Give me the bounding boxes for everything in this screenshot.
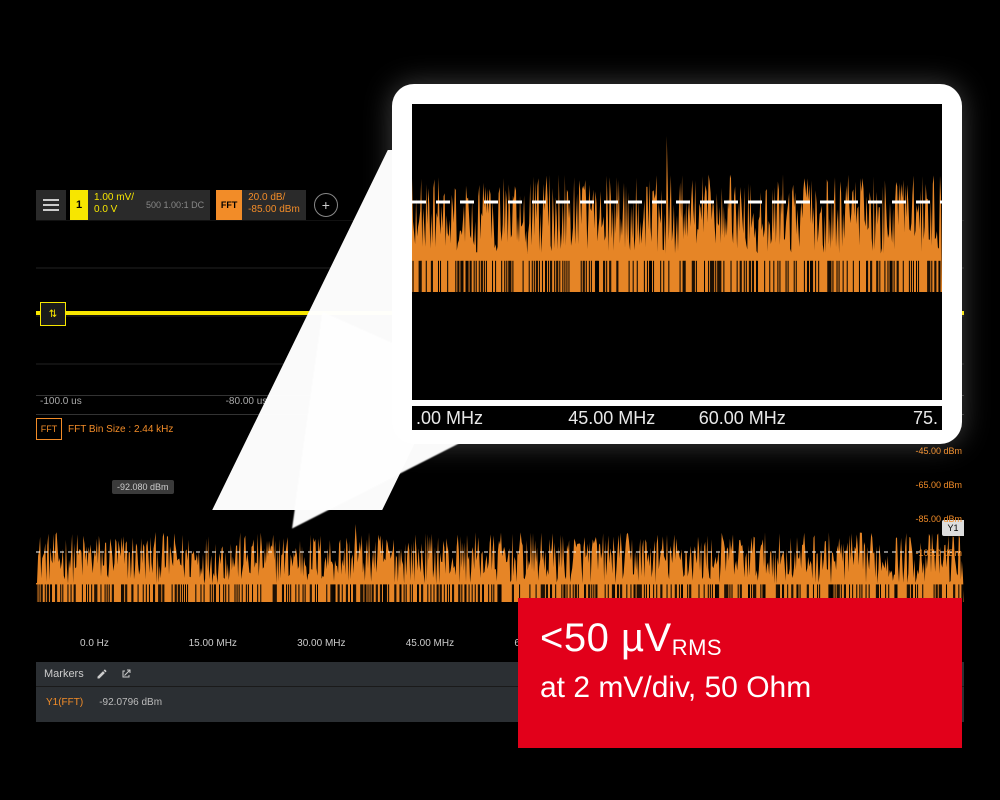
fft-scale: 20.0 dB/ — [248, 192, 300, 204]
menu-button[interactable] — [36, 190, 66, 220]
fft-header-tab[interactable]: FFT — [36, 418, 62, 440]
stage: 1 1.00 mV/ 0.0 V 500 1.00:1 DC FFT 20.0 … — [0, 0, 1000, 800]
channel-offset: 0.0 V — [94, 204, 134, 216]
time-tick: -100.0 us — [36, 396, 222, 414]
channel-info: 1.00 mV/ 0.0 V — [88, 190, 140, 220]
zoom-x-axis: .00 MHz 45.00 MHz 60.00 MHz 75. — [412, 406, 942, 430]
channel-1-chip[interactable]: 1 1.00 mV/ 0.0 V 500 1.00:1 DC — [70, 190, 210, 220]
fft-ref: -85.00 dBm — [248, 204, 300, 216]
fft-info: 20.0 dB/ -85.00 dBm — [242, 190, 306, 220]
zoom-x-tick: 60.00 MHz — [677, 408, 808, 429]
fft-x-tick: 45.00 MHz — [406, 638, 515, 654]
fft-y-labels: -45.00 dBm -65.00 dBm -85.00 dBm -105.0 … — [896, 444, 962, 580]
zoom-x-tick: 75. — [808, 408, 943, 429]
fft-bin-size: FFT Bin Size : 2.44 kHz — [68, 424, 173, 435]
channel-number: 1 — [70, 190, 88, 220]
zoom-x-tick: 45.00 MHz — [547, 408, 678, 429]
banner-line1: <50 µVRMS — [540, 616, 940, 661]
banner-line2: at 2 mV/div, 50 Ohm — [540, 671, 940, 705]
fft-x-tick: 15.00 MHz — [189, 638, 298, 654]
fft-y-tick: -85.00 dBm — [896, 512, 962, 546]
zoom-plot — [412, 104, 942, 400]
fft-x-tick: 30.00 MHz — [297, 638, 406, 654]
fft-y-tick: -45.00 dBm — [896, 444, 962, 478]
add-channel-button[interactable]: + — [314, 193, 338, 217]
channel-sub: 500 1.00:1 DC — [140, 190, 210, 220]
zoom-callout: .00 MHz 45.00 MHz 60.00 MHz 75. — [392, 84, 962, 444]
fft-x-tick: 0.0 Hz — [80, 638, 189, 654]
trigger-tab[interactable]: ⇅ — [40, 302, 66, 326]
fft-tag: FFT — [216, 190, 242, 220]
popout-icon[interactable] — [120, 668, 132, 680]
markers-tab[interactable]: Markers — [44, 668, 84, 680]
channel-scale: 1.00 mV/ — [94, 192, 134, 204]
marker-readout[interactable]: -92.080 dBm — [112, 480, 174, 494]
zoom-x-tick: .00 MHz — [412, 408, 547, 429]
marker-row-label: Y1(FFT) — [46, 697, 83, 708]
fft-chip[interactable]: FFT 20.0 dB/ -85.00 dBm — [216, 190, 306, 220]
marker-row-value: -92.0796 dBm — [99, 697, 162, 708]
edit-icon[interactable] — [96, 668, 108, 680]
fft-y-tick: -105.0 dBm — [896, 546, 962, 580]
fft-y-tick: -65.00 dBm — [896, 478, 962, 512]
spec-banner: <50 µVRMS at 2 mV/div, 50 Ohm — [518, 598, 962, 748]
